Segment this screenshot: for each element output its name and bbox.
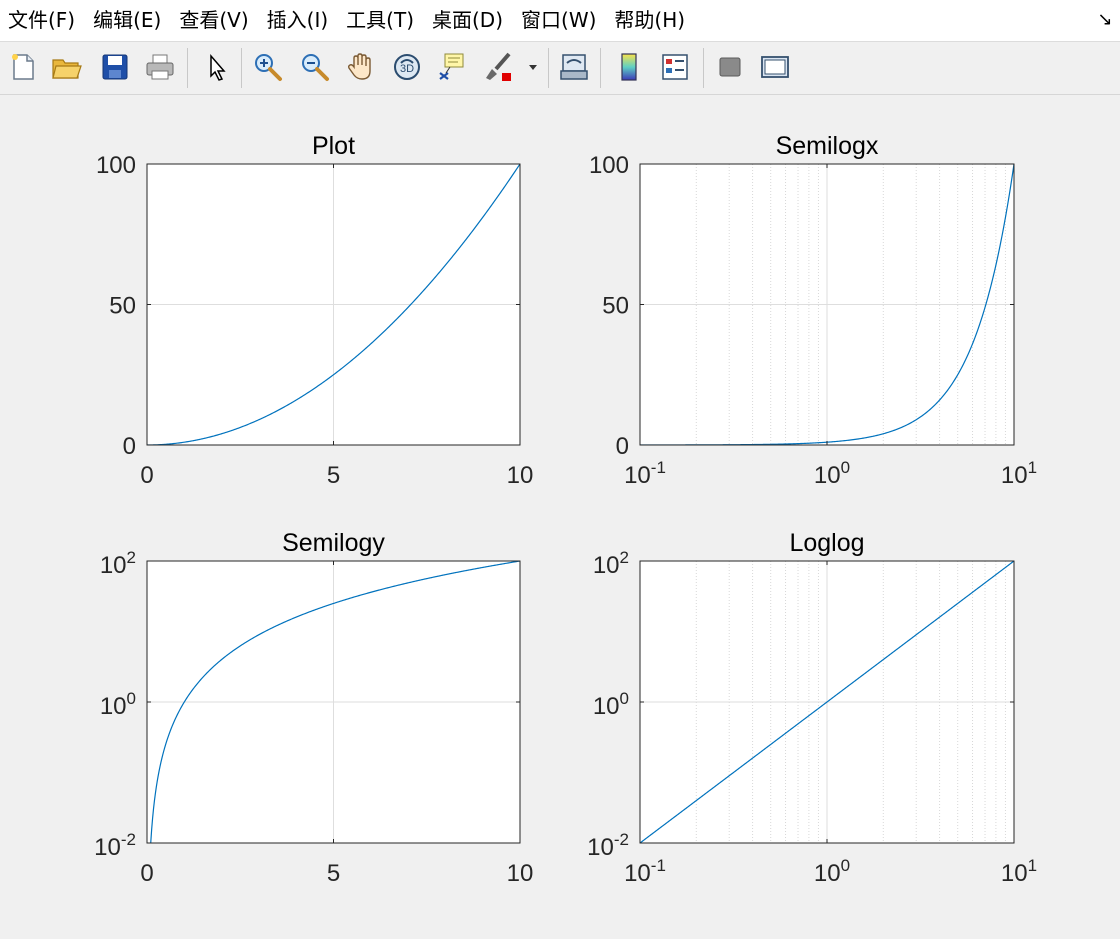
menu-tools[interactable]: 工具(T) bbox=[346, 8, 414, 32]
y-tick-label: 102 bbox=[593, 548, 629, 579]
toolbar-separator bbox=[187, 48, 188, 88]
y-tick-label: 100 bbox=[589, 152, 629, 179]
toolbar-separator bbox=[241, 48, 242, 88]
y-tick-label: 0 bbox=[123, 433, 136, 460]
x-tick-label: 101 bbox=[1001, 856, 1037, 887]
dock-arrow-icon[interactable]: ↘ bbox=[1097, 9, 1113, 30]
data-cursor-icon[interactable] bbox=[435, 50, 469, 84]
x-tick-label: 10-1 bbox=[624, 856, 666, 887]
colorbar-icon[interactable] bbox=[612, 50, 646, 84]
chart-title: Semilogy bbox=[282, 529, 385, 557]
menu-window[interactable]: 窗口(W) bbox=[521, 8, 597, 32]
x-tick-label: 101 bbox=[1001, 458, 1037, 489]
toolbar-separator bbox=[548, 48, 549, 88]
y-tick-label: 50 bbox=[602, 293, 629, 320]
menu-desktop[interactable]: 桌面(D) bbox=[432, 8, 504, 32]
y-tick-label: 0 bbox=[616, 433, 629, 460]
x-tick-label: 10 bbox=[507, 462, 534, 489]
menu-help[interactable]: 帮助(H) bbox=[614, 8, 686, 32]
series-line bbox=[147, 164, 520, 445]
save-icon[interactable] bbox=[98, 50, 132, 84]
x-tick-label: 5 bbox=[327, 462, 340, 489]
x-tick-label: 10-1 bbox=[624, 458, 666, 489]
pan-hand-icon[interactable] bbox=[344, 50, 378, 84]
y-tick-label: 100 bbox=[593, 689, 629, 720]
show-plot-tools-icon[interactable] bbox=[758, 50, 792, 84]
x-tick-label: 10 bbox=[507, 860, 534, 887]
y-tick-label: 100 bbox=[96, 152, 136, 179]
y-tick-label: 50 bbox=[109, 293, 136, 320]
y-tick-label: 102 bbox=[100, 548, 136, 579]
series-line bbox=[150, 561, 520, 843]
chart-title: Semilogx bbox=[776, 132, 879, 160]
y-tick-label: 10-2 bbox=[587, 830, 629, 861]
menu-view[interactable]: 查看(V) bbox=[179, 8, 249, 32]
menu-bar: 文件(F) 编辑(E) 查看(V) 插入(I) 工具(T) 桌面(D) 窗口(W… bbox=[0, 0, 1120, 42]
y-tick-label: 10-2 bbox=[94, 830, 136, 861]
toolbar-separator bbox=[703, 48, 704, 88]
brush-dropdown-icon[interactable] bbox=[524, 50, 542, 84]
x-tick-label: 5 bbox=[327, 860, 340, 887]
x-tick-label: 100 bbox=[814, 856, 850, 887]
subplot-semilogx: 10-1 100 101 0 50 100 Semilogx bbox=[589, 132, 1037, 489]
open-file-icon[interactable] bbox=[50, 50, 84, 84]
chart-title: Loglog bbox=[789, 529, 864, 557]
legend-icon[interactable] bbox=[658, 50, 692, 84]
edit-plot-arrow-icon[interactable] bbox=[199, 50, 233, 84]
menu-insert[interactable]: 插入(I) bbox=[266, 8, 329, 32]
subplot-semilogy: 0 5 10 10-2 100 102 Semilogy bbox=[94, 529, 533, 887]
svg-text:3D: 3D bbox=[400, 63, 414, 75]
x-tick-label: 100 bbox=[814, 458, 850, 489]
toolbar: 3D bbox=[0, 42, 1120, 95]
zoom-in-icon[interactable] bbox=[251, 50, 285, 84]
new-figure-icon[interactable] bbox=[6, 50, 40, 84]
menu-file[interactable]: 文件(F) bbox=[8, 8, 76, 32]
x-tick-label: 0 bbox=[140, 860, 153, 887]
toolbar-separator bbox=[600, 48, 601, 88]
zoom-out-icon[interactable] bbox=[298, 50, 332, 84]
series-line bbox=[640, 561, 1014, 843]
brush-icon[interactable] bbox=[482, 50, 516, 84]
rotate-3d-icon[interactable]: 3D bbox=[390, 50, 424, 84]
hide-plot-tools-icon[interactable] bbox=[713, 50, 747, 84]
subplot-loglog: 10-1 100 101 10-2 100 102 Loglog bbox=[587, 529, 1037, 887]
menu-edit[interactable]: 编辑(E) bbox=[93, 8, 162, 32]
y-tick-label: 100 bbox=[100, 689, 136, 720]
print-icon[interactable] bbox=[143, 50, 177, 84]
link-plot-icon[interactable] bbox=[557, 50, 591, 84]
figure-canvas: 0 5 10 0 50 100 Plot 10-1 100 101 0 50 100 Semilogx 0 5… bbox=[0, 95, 1120, 935]
chart-title: Plot bbox=[312, 132, 355, 160]
x-tick-label: 0 bbox=[140, 462, 153, 489]
